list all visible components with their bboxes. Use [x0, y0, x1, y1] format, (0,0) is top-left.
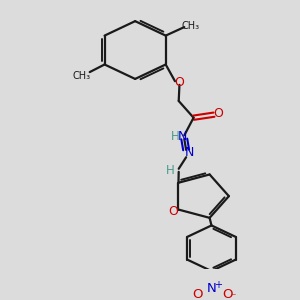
Text: O: O: [175, 76, 184, 89]
Text: CH₃: CH₃: [72, 71, 90, 81]
Text: O: O: [192, 288, 202, 300]
Text: +: +: [214, 280, 222, 290]
Text: O: O: [214, 107, 224, 120]
Text: H: H: [171, 130, 180, 143]
Text: N: N: [178, 130, 187, 143]
Text: CH₃: CH₃: [182, 21, 200, 31]
Text: O: O: [168, 205, 178, 218]
Text: O: O: [222, 288, 232, 300]
Text: N: N: [207, 282, 216, 295]
Text: ⁻: ⁻: [230, 292, 236, 300]
Text: N: N: [185, 146, 194, 160]
Text: H: H: [166, 164, 175, 177]
